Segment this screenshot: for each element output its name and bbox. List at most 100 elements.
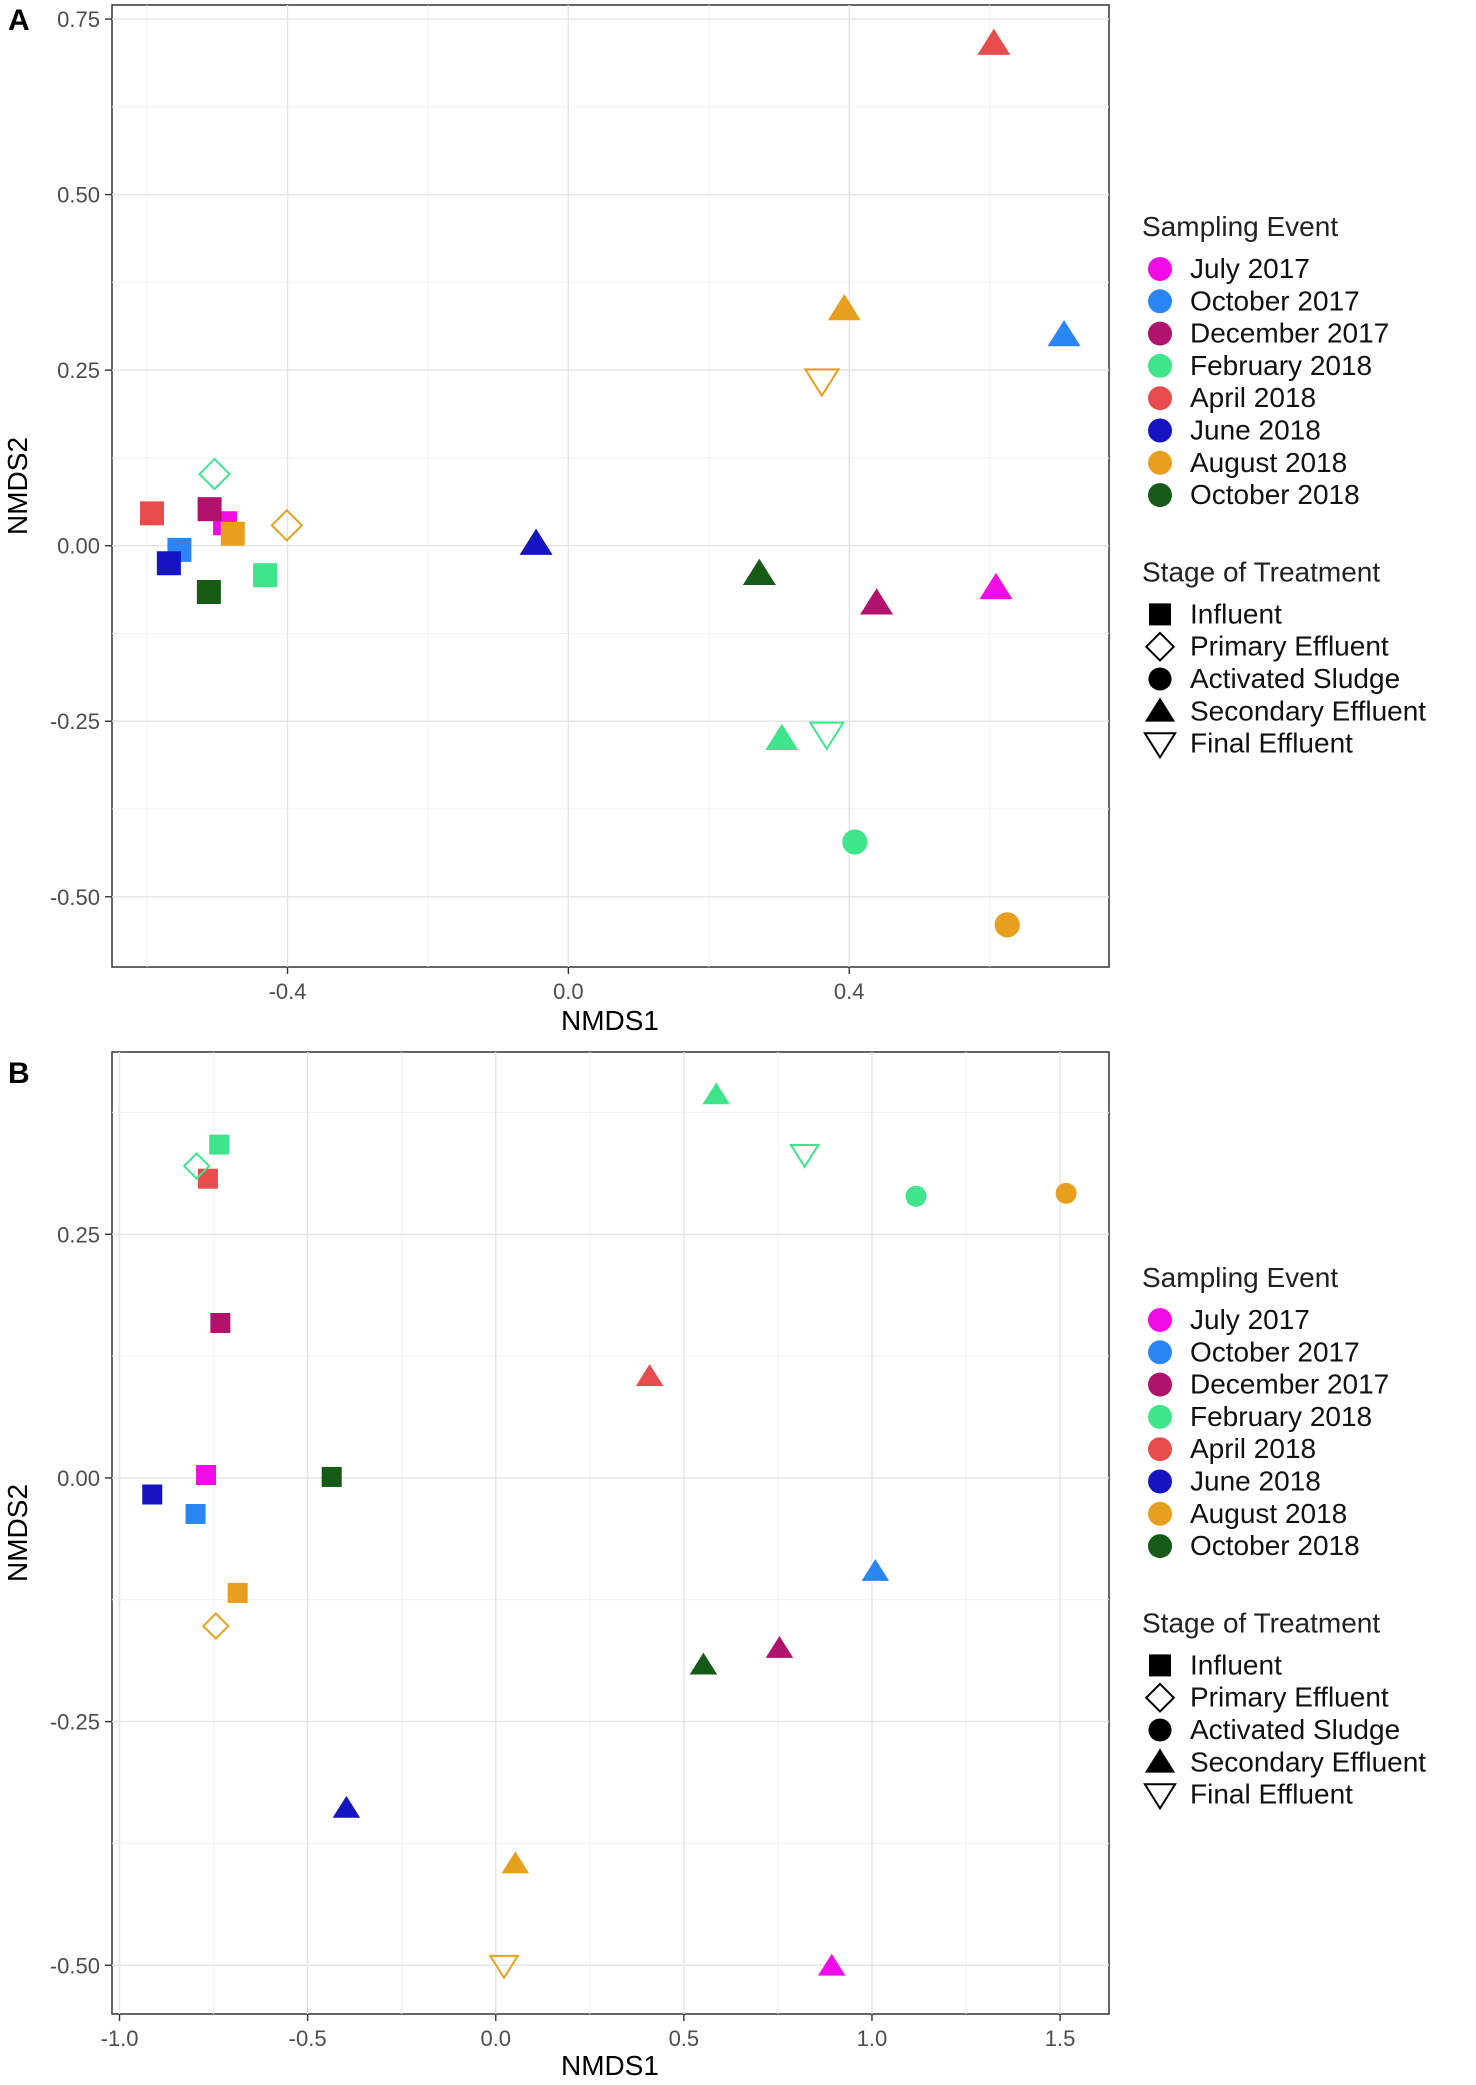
legend-label-event: October 2017 [1190,1336,1360,1367]
legend-shape-secondary-effluent [1144,697,1176,722]
legend-label-event: June 2018 [1190,1466,1321,1497]
point-secondary-effluent-october-2017 [1047,320,1081,347]
point-influent-april-2018 [140,501,165,526]
point-secondary-effluent-june-2018 [519,528,553,555]
legend-label-event: April 2018 [1190,1433,1316,1464]
legend-swatch-october-2018 [1148,483,1172,508]
panel-a: A -0.4 0.0 0.4 -0.50 -0.25 0.00 0.25 0.50 0.75 N… [2,4,1110,1036]
plot-panel-a [111,4,1110,968]
plot-panel-b [111,1051,1110,2015]
y-axis-label-b: NMDS2 [2,1484,33,1582]
legend-label-event: July 2017 [1190,253,1310,284]
legend-label-event: February 2018 [1190,350,1372,381]
point-secondary-effluent-april-2018 [977,28,1011,55]
y-tick-label: 0.25 [57,358,100,383]
legend-label-stage: Final Effluent [1190,1779,1353,1810]
legend-title-stage: Stage of Treatment [1142,556,1380,587]
y-tick-label: -0.25 [50,1710,100,1735]
x-tick-label: -0.4 [269,979,307,1004]
point-influent-february-2018 [253,563,278,588]
x-tick-label: 0.0 [553,979,584,1004]
x-tick-label: 1.5 [1045,2026,1076,2051]
legend-swatch-june-2018 [1148,1469,1172,1494]
point-secondary-effluent-december-2017 [765,1635,794,1658]
legend-label-event: December 2017 [1190,1369,1389,1400]
y-tick-label: -0.25 [50,709,100,734]
y-tick-label: -0.50 [50,885,100,910]
point-activated-sludge-february-2018 [842,829,868,855]
legend-label-event: April 2018 [1190,382,1316,413]
legend-title-sampling-event: Sampling Event [1142,211,1338,242]
legend-label-event: October 2018 [1190,1530,1360,1561]
point-final-effluent-august-2018 [803,368,841,398]
point-influent-october-2018 [196,580,221,605]
panel-label-a: A [8,4,30,37]
legend-swatch-december-2017 [1148,321,1172,346]
legend-swatch-april-2018 [1148,386,1172,411]
legend-label-stage: Secondary Effluent [1190,1746,1426,1777]
point-secondary-effluent-july-2017 [817,1953,846,1976]
point-secondary-effluent-august-2018 [827,294,861,321]
legend-label-stage: Influent [1190,1649,1282,1680]
point-activated-sludge-august-2018 [994,912,1020,938]
legend-label-event: August 2018 [1190,1498,1347,1529]
legend-swatch-october-2017 [1148,1340,1172,1365]
point-primary-effluent-february-2018 [198,457,231,491]
points-b [142,1082,1077,1980]
legend-title-sampling-event: Sampling Event [1142,1262,1338,1293]
x-tick-label: 0.5 [669,2026,700,2051]
y-tick-label: 0.25 [57,1222,100,1247]
point-influent-february-2018 [209,1134,230,1155]
point-activated-sludge-august-2018 [1055,1182,1077,1204]
y-tick-label: 0.50 [57,183,100,208]
legend-shape-influent [1149,603,1171,626]
point-secondary-effluent-october-2018 [689,1652,718,1675]
y-tick-label: 0.75 [57,7,100,32]
legend-swatch-february-2018 [1148,353,1172,378]
point-activated-sludge-february-2018 [905,1185,927,1207]
legend-swatch-october-2018 [1148,1534,1172,1559]
legend-shape-activated-sludge [1148,1718,1172,1742]
legend-shape-activated-sludge [1148,667,1172,691]
y-axis-label-a: NMDS2 [2,437,33,535]
legend-swatch-august-2018 [1148,450,1172,475]
point-secondary-effluent-june-2018 [332,1795,361,1818]
x-axis-label-a: NMDS1 [561,1005,659,1036]
point-influent-october-2017 [185,1503,206,1524]
panel-b: B -1.0 -0.5 0.0 0.5 1.0 1.5 -0.50 -0.25 0.00 0.25… [2,1051,1110,2081]
panel-label-b: B [8,1057,30,1090]
point-final-effluent-february-2018 [808,721,846,751]
legend-label-event: December 2017 [1190,318,1389,349]
point-influent-december-2017 [210,1312,231,1333]
point-final-effluent-august-2018 [488,1954,520,1980]
legend-label-stage: Final Effluent [1190,728,1353,759]
legend-label-event: July 2017 [1190,1304,1310,1335]
ticks-b: -1.0 -0.5 0.0 0.5 1.0 1.5 -0.50 -0.25 0.00 0.25 [50,1222,1076,2051]
legend-swatch-june-2018 [1148,418,1172,443]
x-tick-label: -0.5 [289,2026,327,2051]
point-influent-august-2018 [220,521,245,546]
x-axis-label-b: NMDS1 [561,2050,659,2081]
point-primary-effluent-february-2018 [182,1152,211,1180]
legend-title-stage: Stage of Treatment [1142,1607,1380,1638]
legend-shape-secondary-effluent [1144,1748,1176,1773]
point-secondary-effluent-october-2018 [742,558,776,586]
x-tick-label: 1.0 [857,2026,888,2051]
point-influent-june-2018 [156,551,181,576]
legend-label-event: October 2017 [1190,285,1360,316]
point-secondary-effluent-july-2017 [979,572,1013,600]
legend-label-stage: Primary Effluent [1190,1682,1389,1713]
point-secondary-effluent-august-2018 [501,1851,530,1874]
x-tick-label: 0.0 [480,2026,511,2051]
y-tick-label: -0.50 [50,1953,100,1978]
point-final-effluent-february-2018 [789,1143,821,1169]
point-influent-july-2017 [196,1465,217,1486]
legend-swatch-august-2018 [1148,1501,1172,1526]
legend-shape-primary-effluent [1144,1682,1176,1713]
x-tick-label: 0.4 [834,979,865,1004]
legend-swatch-december-2017 [1148,1372,1172,1397]
legend-label-stage: Primary Effluent [1190,631,1389,662]
